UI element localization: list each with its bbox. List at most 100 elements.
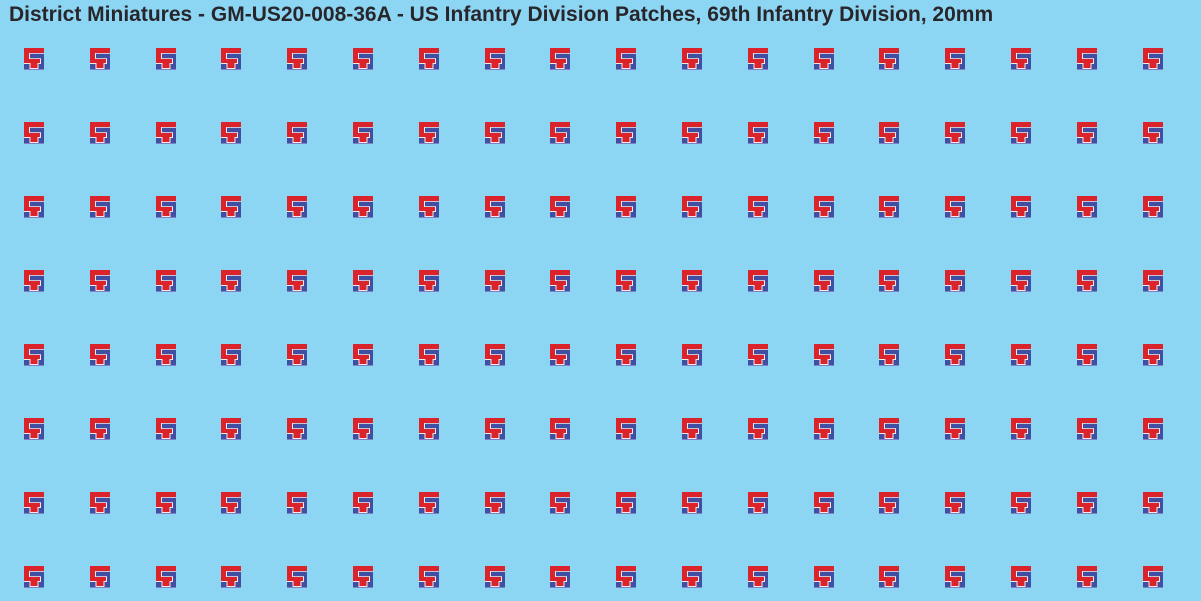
division-patch-69th-icon xyxy=(1076,270,1097,292)
patch-bottom-shadow xyxy=(1142,513,1163,514)
patch-red-monogram xyxy=(353,270,373,290)
patch-bottom-shadow xyxy=(682,291,702,292)
division-patch-69th-icon xyxy=(879,122,900,144)
patch-bottom-shadow xyxy=(682,69,702,70)
patch-bottom-shadow xyxy=(682,587,702,588)
patch-red-monogram xyxy=(747,418,768,438)
patch-red-monogram xyxy=(945,196,966,216)
patch-bottom-shadow xyxy=(24,69,44,70)
patch-red-monogram xyxy=(1076,566,1097,586)
patch-bottom-shadow xyxy=(89,217,110,218)
patch-red-monogram xyxy=(1011,566,1031,586)
division-patch-69th-icon xyxy=(1011,344,1031,366)
patch-bottom-shadow xyxy=(484,365,505,366)
patch-bottom-shadow xyxy=(550,365,571,366)
patch-red-monogram xyxy=(550,566,571,586)
patch-bottom-shadow xyxy=(353,291,373,292)
patch-red-monogram xyxy=(287,122,308,142)
division-patch-69th-icon xyxy=(813,344,834,366)
division-patch-69th-icon xyxy=(89,344,110,366)
patch-bottom-shadow xyxy=(287,513,308,514)
patch-red-monogram xyxy=(24,196,44,216)
patch-bottom-shadow xyxy=(155,291,176,292)
patch-red-monogram xyxy=(1011,418,1031,438)
division-patch-69th-icon xyxy=(747,418,768,440)
patch-red-monogram xyxy=(221,122,242,142)
division-patch-69th-icon xyxy=(1076,48,1097,70)
patch-red-monogram xyxy=(616,270,637,290)
division-patch-69th-icon xyxy=(418,566,439,588)
patch-bottom-shadow xyxy=(353,587,373,588)
patch-red-monogram xyxy=(221,418,242,438)
division-patch-69th-icon xyxy=(287,566,308,588)
patch-red-monogram xyxy=(1011,48,1031,68)
division-patch-69th-icon xyxy=(221,566,242,588)
division-patch-69th-icon xyxy=(89,196,110,218)
division-patch-69th-icon xyxy=(879,418,900,440)
division-patch-69th-icon xyxy=(418,196,439,218)
patch-red-monogram xyxy=(1076,48,1097,68)
patch-red-monogram xyxy=(353,122,373,142)
division-patch-69th-icon xyxy=(813,418,834,440)
patch-red-monogram xyxy=(221,492,242,512)
patch-bottom-shadow xyxy=(287,143,308,144)
patch-red-monogram xyxy=(89,492,110,512)
patch-bottom-shadow xyxy=(155,365,176,366)
division-patch-69th-icon xyxy=(353,492,373,514)
division-patch-69th-icon xyxy=(945,344,966,366)
division-patch-69th-icon xyxy=(155,122,176,144)
patch-bottom-shadow xyxy=(945,69,966,70)
patch-bottom-shadow xyxy=(945,217,966,218)
patch-red-monogram xyxy=(813,48,834,68)
patch-red-monogram xyxy=(616,196,637,216)
patch-bottom-shadow xyxy=(484,217,505,218)
patch-bottom-shadow xyxy=(24,143,44,144)
patch-red-monogram xyxy=(879,492,900,512)
patch-red-monogram xyxy=(1142,418,1163,438)
division-patch-69th-icon xyxy=(221,122,242,144)
patch-red-monogram xyxy=(1076,492,1097,512)
patch-bottom-shadow xyxy=(1076,513,1097,514)
patch-red-monogram xyxy=(747,566,768,586)
division-patch-69th-icon xyxy=(550,270,571,292)
division-patch-69th-icon xyxy=(1076,122,1097,144)
patch-bottom-shadow xyxy=(287,439,308,440)
patch-bottom-shadow xyxy=(353,217,373,218)
patch-bottom-shadow xyxy=(1076,291,1097,292)
patch-red-monogram xyxy=(89,344,110,364)
patch-red-monogram xyxy=(484,492,505,512)
division-patch-69th-icon xyxy=(418,344,439,366)
patch-red-monogram xyxy=(1011,122,1031,142)
patch-bottom-shadow xyxy=(155,217,176,218)
division-patch-69th-icon xyxy=(682,196,702,218)
patch-bottom-shadow xyxy=(1076,587,1097,588)
division-patch-69th-icon xyxy=(747,48,768,70)
patch-bottom-shadow xyxy=(945,365,966,366)
division-patch-69th-icon xyxy=(155,492,176,514)
patch-red-monogram xyxy=(550,122,571,142)
division-patch-69th-icon xyxy=(287,344,308,366)
patch-bottom-shadow xyxy=(353,69,373,70)
division-patch-69th-icon xyxy=(89,48,110,70)
patch-red-monogram xyxy=(418,344,439,364)
patch-red-monogram xyxy=(24,492,44,512)
patch-red-monogram xyxy=(1142,492,1163,512)
patch-bottom-shadow xyxy=(89,69,110,70)
patch-red-monogram xyxy=(1011,270,1031,290)
patch-bottom-shadow xyxy=(813,217,834,218)
patch-red-monogram xyxy=(879,344,900,364)
patch-bottom-shadow xyxy=(221,217,242,218)
patch-bottom-shadow xyxy=(1142,291,1163,292)
patch-red-monogram xyxy=(682,418,702,438)
division-patch-69th-icon xyxy=(155,196,176,218)
patch-red-monogram xyxy=(682,48,702,68)
patch-red-monogram xyxy=(484,418,505,438)
patch-red-monogram xyxy=(616,418,637,438)
division-patch-69th-icon xyxy=(221,196,242,218)
patch-bottom-shadow xyxy=(353,513,373,514)
patch-red-monogram xyxy=(484,122,505,142)
division-patch-69th-icon xyxy=(550,418,571,440)
patch-red-monogram xyxy=(221,48,242,68)
patch-red-monogram xyxy=(879,270,900,290)
patch-bottom-shadow xyxy=(484,439,505,440)
